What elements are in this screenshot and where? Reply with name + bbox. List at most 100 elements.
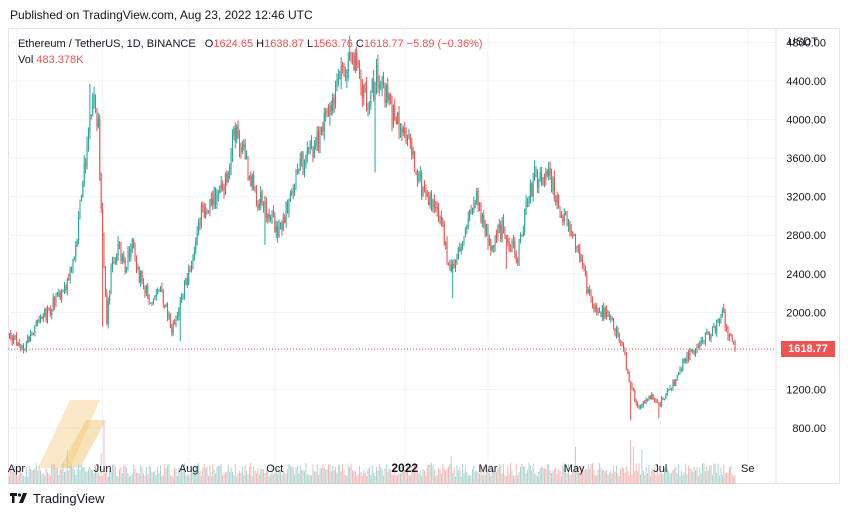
volume-bar: [164, 463, 166, 484]
candle-body: [240, 148, 242, 152]
candle-body: [274, 216, 276, 233]
volume-bar: [315, 472, 317, 484]
candle-body: [364, 85, 366, 87]
candle-body: [69, 268, 71, 280]
candle-body: [45, 308, 47, 320]
volume-bar: [109, 470, 111, 484]
volume-bar: [548, 464, 550, 484]
candle-body: [709, 332, 711, 339]
volume-bar: [726, 472, 728, 484]
candle-body: [78, 217, 80, 240]
volume-bar: [487, 468, 489, 484]
volume-bar: [587, 464, 589, 484]
volume-bar: [412, 471, 414, 484]
volume-bar: [135, 472, 137, 484]
volume-bar: [634, 470, 636, 484]
volume-bar: [90, 470, 92, 484]
candle-body: [483, 214, 485, 225]
candle-body: [494, 235, 496, 248]
volume-bar: [525, 473, 527, 484]
footer-brand[interactable]: TradingView: [10, 491, 105, 506]
volume-bar: [110, 471, 112, 484]
candle-body: [99, 119, 101, 174]
candle-body: [171, 328, 173, 333]
volume-bar: [724, 473, 726, 484]
candle-body: [311, 141, 313, 149]
volume-bar: [306, 473, 308, 484]
volume-bar: [227, 464, 229, 484]
volume-bar: [158, 473, 160, 484]
candle-body: [617, 328, 619, 334]
candle-body: [433, 199, 435, 208]
volume-bar: [514, 476, 516, 484]
volume-bar: [281, 474, 283, 484]
volume-bar: [479, 473, 481, 484]
volume-bar: [82, 467, 84, 484]
volume-bar: [363, 469, 365, 484]
volume-bar: [302, 469, 304, 484]
volume-bar: [17, 476, 19, 484]
volume-bar: [192, 466, 194, 484]
volume-bar: [143, 473, 145, 484]
candle-body: [92, 102, 94, 115]
price-tick-label: 2000.00: [786, 307, 826, 319]
candle-body: [178, 309, 180, 317]
volume-bar: [488, 473, 490, 484]
volume-bar: [23, 475, 25, 484]
candle-body: [589, 289, 591, 293]
candle-body: [361, 85, 363, 99]
volume-bar: [591, 463, 593, 484]
candle-body: [535, 170, 537, 174]
volume-bar: [248, 466, 250, 484]
candle-body: [113, 261, 115, 263]
price-axis: 800.001200.001600.002000.002400.002800.0…: [786, 37, 826, 435]
candle-body: [671, 388, 673, 390]
volume-bar: [508, 473, 510, 484]
candle-body: [663, 399, 665, 401]
volume-bar: [55, 467, 57, 484]
candle-body: [661, 397, 663, 406]
volume-bar: [696, 466, 698, 484]
volume-bar: [210, 476, 212, 484]
volume-bar: [566, 472, 568, 484]
candle-body: [656, 401, 658, 403]
candle-body: [308, 147, 310, 149]
close-value: 1618.77: [363, 38, 404, 50]
volume-bar: [401, 469, 403, 484]
candle-body: [658, 402, 660, 404]
volume-bar: [329, 463, 331, 484]
volume-bar: [529, 465, 531, 484]
candle-body: [527, 201, 529, 204]
volume-bar: [373, 473, 375, 484]
symbol-name[interactable]: Ethereum / TetherUS, 1D, BINANCE: [18, 38, 196, 50]
candle-body: [481, 214, 483, 223]
candle-body: [703, 340, 705, 343]
volume-bar: [416, 470, 418, 484]
candle-body: [56, 292, 58, 294]
volume-bar: [333, 469, 335, 484]
volume-bar: [495, 471, 497, 484]
volume-bar: [632, 446, 634, 484]
candle-body: [110, 267, 112, 294]
candle-body: [645, 399, 647, 404]
candle-body: [678, 373, 680, 376]
volume-bar: [390, 469, 392, 484]
volume-bar: [157, 466, 159, 484]
volume-bar: [97, 473, 99, 484]
candle-body: [21, 345, 23, 348]
candle-body: [114, 262, 116, 264]
volume-bar: [320, 468, 322, 484]
volume-bar: [234, 463, 236, 484]
candle-body: [728, 335, 730, 338]
candlestick-chart[interactable]: 800.001200.001600.002000.002400.002800.0…: [8, 28, 840, 484]
volume-bar: [51, 464, 53, 484]
candle-body: [693, 350, 695, 355]
candle-body: [148, 298, 150, 304]
candle-body: [438, 209, 440, 219]
volume-bar: [288, 463, 290, 484]
volume-bar: [686, 474, 688, 484]
candle-body: [120, 243, 122, 261]
candle-body: [192, 259, 194, 264]
volume-bar: [102, 475, 104, 484]
volume-bar: [442, 463, 444, 484]
